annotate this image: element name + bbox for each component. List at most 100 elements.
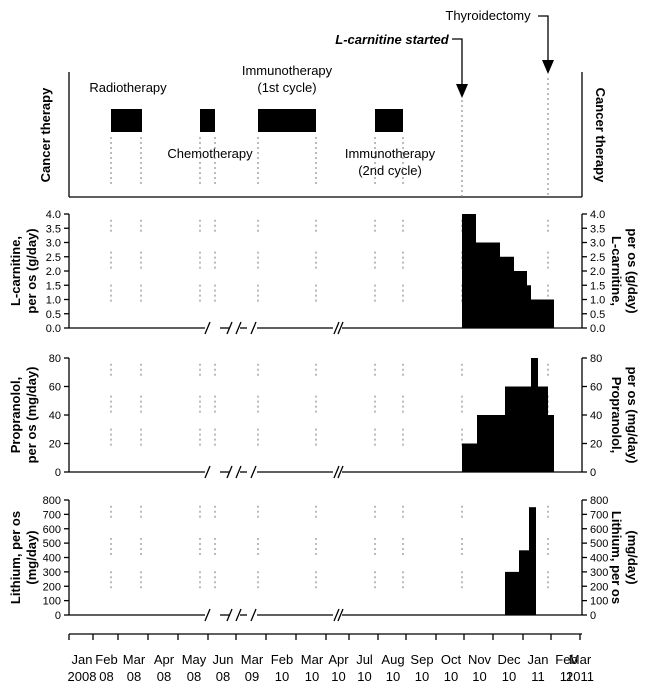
month-label-0: Jan — [72, 652, 93, 667]
therapy-side-label-left: Cancer therapy — [38, 87, 53, 182]
lcarnitine-ytick-label-right-3: 1.5 — [590, 280, 605, 292]
year-label-9: 10 — [331, 669, 345, 684]
lithium-ylabel-left-1: Lithium, per os — [8, 511, 23, 604]
lcarnitine-axis-break-0 — [204, 321, 211, 335]
label-immunotherapy-1-cycle: (1st cycle) — [257, 80, 316, 95]
lcarnitine-axis-break-3 — [250, 321, 257, 335]
year-label-2: 08 — [127, 669, 141, 684]
therapy-bar-2 — [200, 109, 215, 132]
month-label-16: Jan — [528, 652, 549, 667]
lithium-ytick-label-right-1: 100 — [590, 596, 608, 608]
year-label-3: 08 — [157, 669, 171, 684]
label-immunotherapy-1: Immunotherapy — [242, 63, 333, 78]
lcarnitine-step-1 — [476, 242, 500, 328]
lithium-step-2 — [529, 507, 536, 615]
lithium-axis-break-1 — [226, 608, 233, 622]
propranolol-step-0 — [462, 443, 477, 472]
year-label-17: 11 — [560, 669, 574, 684]
propranolol-ylabel-right-1: Propranolol, — [609, 377, 624, 454]
propranolol-ytick-label-left-3: 60 — [49, 382, 61, 394]
lithium-ytick-label-right-5: 500 — [590, 538, 608, 550]
lithium-step-0 — [505, 571, 519, 615]
lcarnitine-ylabel-left-1: L-carnitine, — [8, 236, 23, 306]
arrow-thyroidectomy-head — [542, 60, 554, 74]
label-immunotherapy-2: Immunotherapy — [345, 146, 436, 161]
lithium-ylabel-right-2: (mg/day) — [625, 530, 640, 584]
month-label-9: Apr — [328, 652, 349, 667]
therapy-side-label-right: Cancer therapy — [593, 88, 608, 183]
lcarnitine-ytick-label-left-3: 1.5 — [46, 280, 61, 292]
year-label-18: 2011 — [566, 669, 594, 684]
arrow-lcarnitine-line — [452, 38, 463, 88]
month-label-5: Jun — [213, 652, 234, 667]
lcarnitine-ytick-label-left-1: 0.5 — [46, 309, 61, 321]
propranolol-ylabel-left-2: per os (mg/day) — [24, 367, 39, 464]
lithium-ytick-label-right-0: 0 — [590, 610, 596, 622]
propranolol-ytick-label-right-1: 20 — [590, 439, 602, 451]
year-label-1: 08 — [99, 669, 113, 684]
lcarnitine-ytick-label-right-5: 2.5 — [590, 252, 605, 264]
lcarnitine-axis-break-1 — [226, 321, 233, 335]
year-label-6: 09 — [245, 669, 259, 684]
propranolol-ytick-label-left-4: 80 — [49, 353, 61, 365]
propranolol-ytick-label-left-0: 0 — [55, 467, 61, 479]
month-label-13: Oct — [441, 652, 462, 667]
lcarnitine-ytick-label-left-0: 0.0 — [46, 323, 61, 335]
lithium-ytick-label-right-2: 200 — [590, 581, 608, 593]
propranolol-ytick-label-right-4: 80 — [590, 353, 602, 365]
year-label-13: 10 — [444, 669, 458, 684]
lithium-ylabel-left-2: (mg/day) — [24, 530, 39, 584]
propranolol-step-5 — [531, 358, 538, 472]
lcarnitine-step-4 — [527, 285, 531, 328]
lcarnitine-ytick-label-right-2: 1.0 — [590, 295, 605, 307]
lcarnitine-axis-break-4 — [333, 321, 340, 335]
propranolol-ytick-label-right-3: 60 — [590, 382, 602, 394]
propranolol-step-3 — [505, 386, 534, 472]
year-label-0: 2008 — [68, 669, 97, 684]
therapy-bar-1 — [111, 109, 142, 132]
lithium-ytick-label-left-4: 400 — [43, 553, 61, 565]
lithium-ytick-label-right-7: 700 — [590, 509, 608, 521]
lcarnitine-ytick-label-left-4: 2.0 — [46, 266, 61, 278]
propranolol-step-6 — [538, 386, 548, 472]
propranolol-axis-break-2 — [235, 465, 242, 479]
year-label-12: 10 — [415, 669, 429, 684]
lithium-ytick-label-right-4: 400 — [590, 553, 608, 565]
therapy-bar-3 — [258, 109, 316, 132]
propranolol-axis-break-5 — [337, 465, 344, 479]
month-label-4: May — [182, 652, 207, 667]
lcarnitine-ytick-label-left-5: 2.5 — [46, 252, 61, 264]
propranolol-ytick-label-right-2: 40 — [590, 410, 602, 422]
propranolol-axis-break-0 — [204, 465, 211, 479]
propranolol-ylabel-left-1: Propranolol, — [8, 377, 23, 454]
lcarnitine-ytick-label-left-7: 3.5 — [46, 223, 61, 235]
propranolol-ytick-label-right-0: 0 — [590, 467, 596, 479]
year-label-11: 10 — [386, 669, 400, 684]
lcarnitine-step-2 — [500, 256, 514, 328]
propranolol-step-1 — [477, 415, 505, 472]
event-lcarnitine-started: L-carnitine started — [335, 32, 449, 47]
lithium-ytick-label-left-7: 700 — [43, 509, 61, 521]
year-label-8: 10 — [305, 669, 319, 684]
year-label-14: 10 — [472, 669, 486, 684]
lithium-axis-break-4 — [333, 608, 340, 622]
label-chemotherapy: Chemotherapy — [167, 146, 253, 161]
lithium-axis-break-5 — [337, 608, 344, 622]
lithium-ytick-label-left-0: 0 — [55, 610, 61, 622]
lithium-ytick-label-left-5: 500 — [43, 538, 61, 550]
year-label-7: 10 — [275, 669, 289, 684]
lcarnitine-ytick-label-right-8: 4.0 — [590, 209, 605, 221]
lithium-axis-break-0 — [204, 608, 211, 622]
year-label-10: 10 — [357, 669, 371, 684]
arrow-thyroidectomy-line — [538, 15, 549, 64]
year-label-15: 10 — [502, 669, 516, 684]
month-label-17: Feb — [555, 652, 577, 667]
propranolol-ytick-label-left-2: 40 — [49, 410, 61, 422]
propranolol-ylabel-right-2: per os (mg/day) — [625, 367, 640, 464]
month-label-3: Apr — [154, 652, 175, 667]
lithium-ytick-label-right-8: 800 — [590, 495, 608, 507]
therapy-bar-4 — [375, 109, 403, 132]
propranolol-axis-break-4 — [333, 465, 340, 479]
label-immunotherapy-2-cycle: (2nd cycle) — [358, 163, 422, 178]
lcarnitine-ytick-label-right-7: 3.5 — [590, 223, 605, 235]
